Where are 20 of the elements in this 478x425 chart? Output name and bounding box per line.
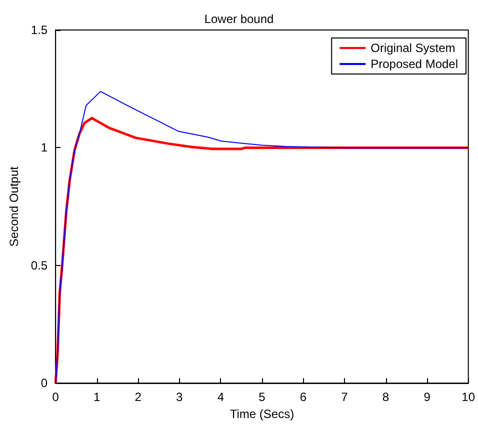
x-tick-label: 0 [52, 390, 60, 404]
y-tick-label: 1.5 [30, 23, 48, 37]
x-tick-label: 2 [134, 390, 142, 404]
x-tick-label: 7 [341, 390, 348, 404]
y-tick-label: 0.5 [30, 258, 48, 272]
x-tick-label: 5 [258, 390, 266, 404]
x-axis-title: Time (Secs) [230, 407, 294, 421]
x-tick-label: 6 [300, 390, 307, 404]
x-tick-label: 1 [94, 390, 101, 404]
x-tick-label: 3 [176, 390, 184, 404]
legend-label: Original System [370, 41, 456, 55]
y-tick-label: 1 [40, 140, 48, 155]
x-tick-label: 9 [424, 390, 431, 404]
x-tick-label: 4 [217, 390, 224, 404]
x-tick-label: 10 [462, 390, 476, 404]
chart-title: Lower bound [204, 12, 274, 26]
x-tick-label: 8 [382, 390, 390, 404]
y-tick-label: 0 [40, 376, 48, 390]
legend-label: Proposed Model [370, 57, 458, 71]
y-axis-title: Second Output [7, 166, 21, 247]
